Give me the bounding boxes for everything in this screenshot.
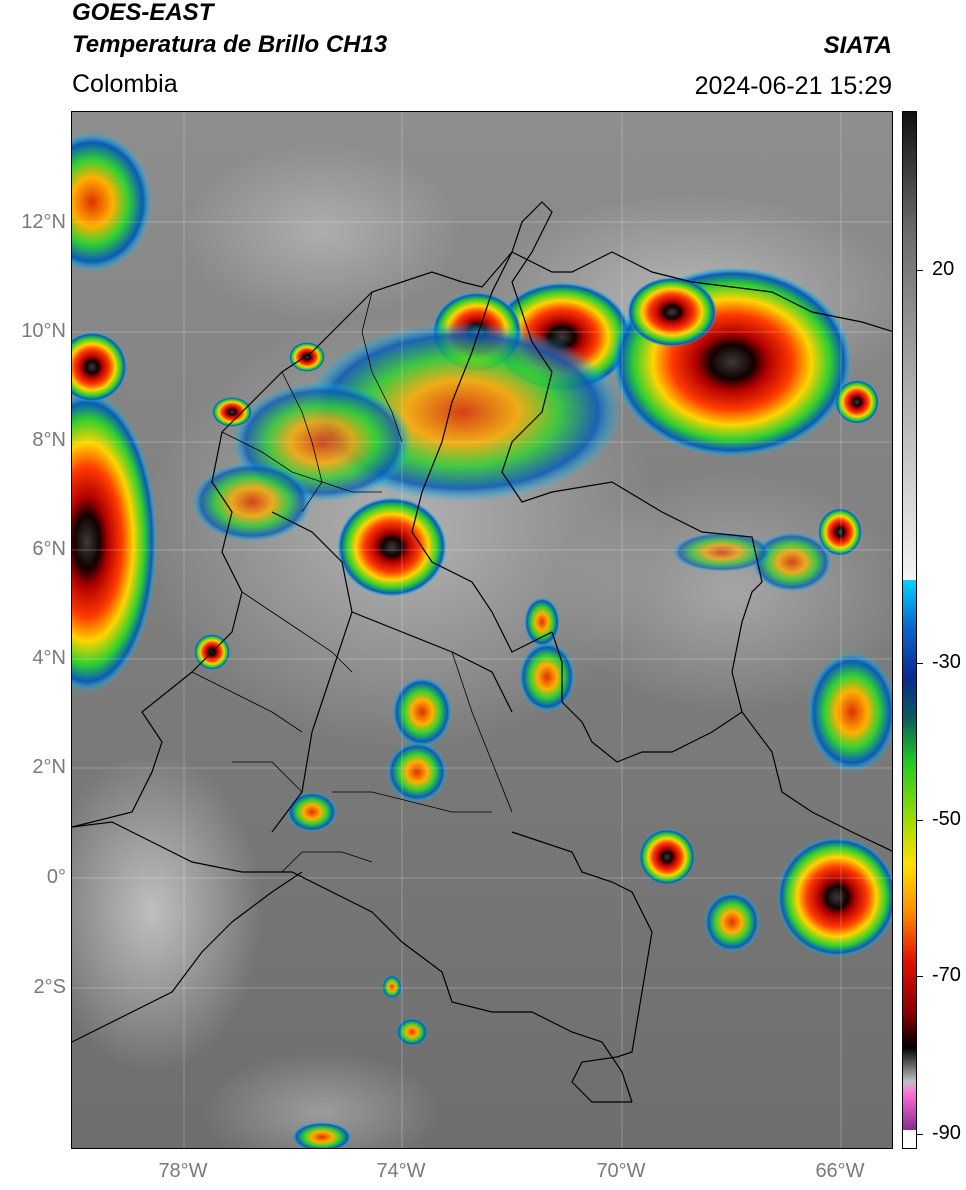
lat-label-8n: 8°N: [32, 429, 66, 451]
lat-label-10n: 10°N: [21, 320, 66, 342]
colorbar-label-20: 20: [932, 258, 955, 280]
map-canvas: [72, 112, 892, 1148]
lon-label-78w: 78°W: [158, 1160, 208, 1182]
title-line-2: Temperatura de Brillo CH13: [72, 31, 388, 58]
lat-label-6n: 6°N: [32, 538, 66, 560]
lat-label-0: 0°: [46, 866, 66, 888]
convective-cells: [72, 132, 892, 1148]
colorbar-tick-m30: [917, 663, 923, 664]
colorbar-tick-m90: [917, 1134, 923, 1135]
colorbar-label-m30: -30: [932, 651, 961, 673]
lat-label-4n: 4°N: [32, 647, 66, 669]
lat-label-2n: 2°N: [32, 756, 66, 778]
colorbar: [902, 111, 917, 1149]
lon-label-74w: 74°W: [376, 1160, 426, 1182]
colorbar-tick-20: [917, 270, 923, 271]
colorbar-tick-m50: [917, 820, 923, 821]
department-borders: [191, 291, 513, 873]
lon-label-66w: 66°W: [815, 1160, 865, 1182]
lat-label-12n: 12°N: [21, 211, 66, 233]
colorbar-label-m50: -50: [932, 808, 961, 830]
satellite-map: [71, 111, 893, 1149]
graticule: [72, 112, 892, 1148]
lon-label-70w: 70°W: [596, 1160, 646, 1182]
colorbar-label-m90: -90: [932, 1122, 961, 1144]
colorbar-label-m70: -70: [932, 964, 961, 986]
title-line-1: GOES-EAST: [72, 0, 214, 26]
region-label: Colombia: [72, 70, 178, 98]
colorbar-scale: [903, 112, 916, 1148]
source-label: SIATA: [823, 32, 892, 59]
lat-label-2s: 2°S: [33, 976, 66, 998]
datetime-label: 2024-06-21 15:29: [694, 72, 892, 100]
colorbar-tick-m70: [917, 976, 923, 977]
